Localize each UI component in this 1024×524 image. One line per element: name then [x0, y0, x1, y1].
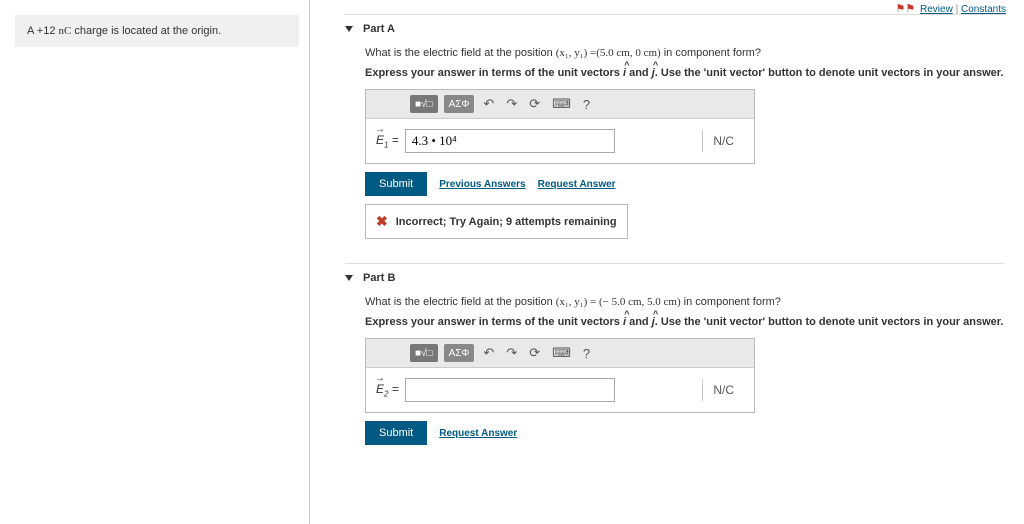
- submit-row-b: Submit Request Answer: [365, 421, 1004, 445]
- help-icon[interactable]: ?: [580, 346, 593, 361]
- incorrect-icon: ✖: [376, 213, 388, 230]
- previous-answers-link[interactable]: Previous Answers: [439, 179, 525, 190]
- problem-prefix: A +12: [27, 25, 59, 37]
- part-b-answer-box: ■√□ ΑΣΦ ↶ ↷ ⟳ ⌨ ? E2 = N/C: [365, 338, 755, 413]
- feedback-text: Incorrect; Try Again; 9 attempts remaini…: [396, 216, 617, 228]
- greek-button[interactable]: ΑΣΦ: [444, 344, 475, 362]
- fraction-button[interactable]: ■√□: [410, 344, 438, 362]
- undo-icon[interactable]: ↶: [480, 345, 497, 361]
- toolbar-a: ■√□ ΑΣΦ ↶ ↷ ⟳ ⌨ ?: [366, 90, 754, 119]
- qb-post: in component form?: [681, 296, 781, 308]
- toolbar-b: ■√□ ΑΣΦ ↶ ↷ ⟳ ⌨ ?: [366, 339, 754, 368]
- request-answer-link-a[interactable]: Request Answer: [538, 179, 616, 190]
- part-b-header[interactable]: Part B: [345, 263, 1004, 284]
- part-a: Part A What is the electric field at the…: [345, 14, 1004, 249]
- submit-button-b[interactable]: Submit: [365, 421, 427, 445]
- help-icon[interactable]: ?: [580, 97, 593, 112]
- qb-pre: What is the electric field at the positi…: [365, 296, 556, 308]
- ea-pre: Express your answer in terms of the unit…: [365, 67, 623, 79]
- submit-row-a: Submit Previous Answers Request Answer: [365, 172, 1004, 196]
- constants-link[interactable]: Constants: [961, 4, 1006, 15]
- redo-icon[interactable]: ↷: [503, 96, 520, 112]
- answer-input-a[interactable]: [405, 129, 615, 153]
- qa-coords: (x₁, y₁) =(5.0 cm, 0 cm): [556, 47, 661, 59]
- left-column: A +12 nC charge is located at the origin…: [0, 0, 310, 524]
- request-answer-link-b[interactable]: Request Answer: [439, 428, 517, 439]
- part-a-body: What is the electric field at the positi…: [345, 35, 1004, 249]
- caret-icon: [345, 26, 353, 32]
- submit-button-a[interactable]: Submit: [365, 172, 427, 196]
- problem-statement: A +12 nC charge is located at the origin…: [15, 15, 299, 47]
- top-links: ⚑⚑ Review | Constants: [895, 2, 1006, 15]
- part-a-title: Part A: [363, 23, 395, 35]
- answer-row-a: E1 = N/C: [366, 119, 754, 163]
- part-a-express: Express your answer in terms of the unit…: [365, 67, 1004, 79]
- unit-a: N/C: [702, 130, 744, 152]
- right-column: ⚑⚑ Review | Constants Part A What is the…: [310, 0, 1024, 524]
- qa-pre: What is the electric field at the positi…: [365, 47, 556, 59]
- keyboard-icon[interactable]: ⌨: [549, 345, 574, 361]
- part-a-question: What is the electric field at the positi…: [365, 47, 1004, 59]
- qb-coords: (x₁, y₁) = (− 5.0 cm, 5.0 cm): [556, 296, 681, 308]
- redo-icon[interactable]: ↷: [503, 345, 520, 361]
- caret-icon: [345, 275, 353, 281]
- j-hat: j: [652, 67, 655, 79]
- fraction-button[interactable]: ■√□: [410, 95, 438, 113]
- reset-icon[interactable]: ⟳: [526, 345, 543, 361]
- part-b-express: Express your answer in terms of the unit…: [365, 316, 1004, 328]
- part-b: Part B What is the electric field at the…: [345, 263, 1004, 463]
- eb-post: . Use the 'unit vector' button to denote…: [655, 316, 1004, 328]
- problem-suffix: charge is located at the origin.: [71, 25, 221, 37]
- part-b-body: What is the electric field at the positi…: [345, 284, 1004, 463]
- feedback-box: ✖ Incorrect; Try Again; 9 attempts remai…: [365, 204, 628, 239]
- flag-icon: ⚑⚑: [895, 3, 915, 15]
- answer-row-b: E2 = N/C: [366, 368, 754, 412]
- reset-icon[interactable]: ⟳: [526, 96, 543, 112]
- j-hat: j: [652, 316, 655, 328]
- greek-button[interactable]: ΑΣΦ: [444, 95, 475, 113]
- eb-pre: Express your answer in terms of the unit…: [365, 316, 623, 328]
- unit-b: N/C: [702, 379, 744, 401]
- undo-icon[interactable]: ↶: [480, 96, 497, 112]
- part-b-question: What is the electric field at the positi…: [365, 296, 1004, 308]
- ea-post: . Use the 'unit vector' button to denote…: [655, 67, 1004, 79]
- eq-label-a: E1 =: [376, 133, 399, 149]
- ea-mid: and: [626, 67, 652, 79]
- part-b-title: Part B: [363, 272, 395, 284]
- part-a-header[interactable]: Part A: [345, 14, 1004, 35]
- part-a-answer-box: ■√□ ΑΣΦ ↶ ↷ ⟳ ⌨ ? E1 = N/C: [365, 89, 755, 164]
- i-hat: i: [623, 316, 626, 328]
- qa-post: in component form?: [661, 47, 761, 59]
- review-link[interactable]: Review: [920, 4, 953, 15]
- keyboard-icon[interactable]: ⌨: [549, 96, 574, 112]
- eq-label-b: E2 =: [376, 382, 399, 398]
- problem-unit: nC: [59, 25, 72, 37]
- answer-input-b[interactable]: [405, 378, 615, 402]
- i-hat: i: [623, 67, 626, 79]
- eb-mid: and: [626, 316, 652, 328]
